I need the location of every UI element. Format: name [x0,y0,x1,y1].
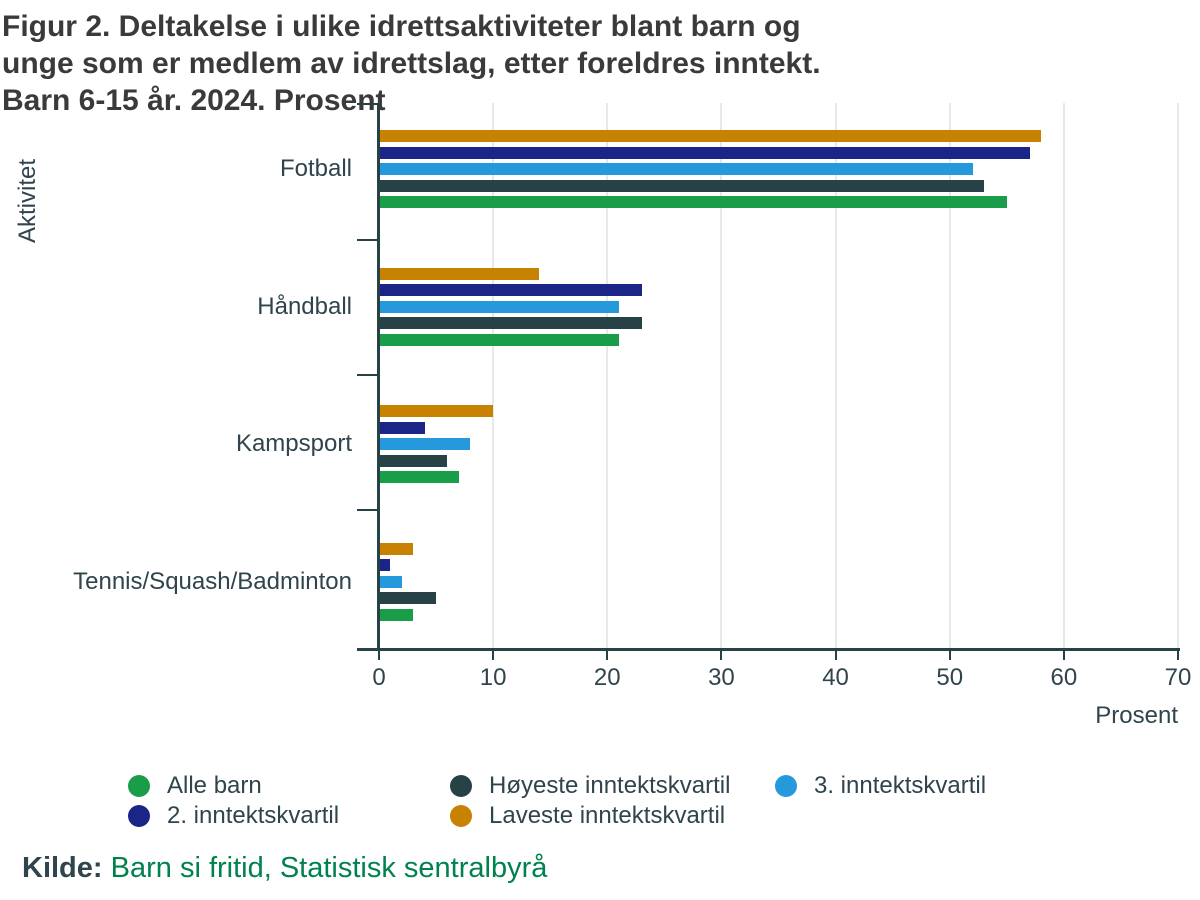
x-tick-label: 10 [479,664,507,691]
x-axis-tick [948,651,951,660]
x-axis-tick [378,651,380,660]
bar [379,421,425,434]
y-axis-line [377,103,380,650]
x-axis-tick [606,651,609,660]
x-tick-label: 20 [593,664,621,691]
plot-area [379,103,1179,648]
category-label: Håndball [257,292,352,320]
chart-title-line: Figur 2. Deltakelse i ulike idrettsaktiv… [2,10,801,43]
gridline [1177,103,1179,648]
legend-marker[interactable] [128,774,150,797]
legend-marker[interactable] [775,774,797,797]
gridline [720,103,723,648]
source-label: Kilde: [22,852,103,884]
y-axis-tick [357,238,378,241]
bar [379,608,414,621]
x-tick-label: 70 [1164,664,1192,691]
x-axis-tick [492,651,495,660]
x-tick-label: 50 [936,664,964,691]
gridline [1062,103,1065,648]
chart-title-line: Barn 6-15 år. 2024. Prosent [2,84,386,117]
y-axis-tick [357,103,378,105]
legend-label[interactable]: Alle barn [167,771,262,799]
bar [379,405,494,417]
bar [379,179,984,192]
y-axis-title: Aktivitet [14,158,41,244]
bar [379,559,391,571]
bar [379,471,459,483]
x-axis-title: Prosent [1095,702,1178,729]
x-axis-tick [720,651,723,660]
bar [379,146,1030,159]
chart-title: Figur 2. Deltakelse i ulike idrettsaktiv… [2,8,821,119]
bar [379,284,642,296]
bar [379,333,619,346]
legend-marker[interactable] [128,804,150,827]
gridline [606,103,609,648]
bar [379,542,414,555]
bar [379,317,642,329]
bar [379,592,437,604]
x-tick-label: 40 [822,664,849,691]
legend-label[interactable]: Høyeste inntektskvartil [489,771,731,799]
bar [379,300,619,313]
category-label: Tennis/Squash/Badminton [73,567,352,595]
bar [379,130,1042,142]
gridline [834,103,837,648]
gridline [948,103,951,648]
x-tick-label: 60 [1050,664,1078,691]
bar [379,438,471,450]
bar [379,575,402,588]
bar [379,163,973,175]
x-axis-tick [1062,651,1065,660]
source-line: Kilde: Barn si fritid, Statistisk sentra… [22,852,547,885]
category-label: Fotball [279,155,352,182]
legend-label[interactable]: 3. inntektskvartil [814,771,987,799]
chart-title-line: unge som er medlem av idrettslag, etter … [2,47,821,80]
legend-marker[interactable] [450,804,472,827]
gridline [492,103,495,648]
legend-marker[interactable] [450,774,472,797]
legend-label[interactable]: Laveste inntektskvartil [489,801,726,829]
bar [379,454,448,467]
category-label: Kampsport [235,430,352,457]
bar [379,267,539,280]
bar [379,196,1007,208]
source-link[interactable]: Barn si fritid, Statistisk sentralbyrå [110,852,548,884]
x-axis-tick [1177,651,1179,660]
x-tick-label: 30 [708,664,735,691]
y-axis-tick [357,373,378,376]
legend-label[interactable]: 2. inntektskvartil [167,801,340,829]
x-tick-label: 0 [372,664,386,691]
x-axis-tick [834,651,837,660]
x-axis-line [357,648,1180,651]
y-axis-tick [357,508,378,511]
